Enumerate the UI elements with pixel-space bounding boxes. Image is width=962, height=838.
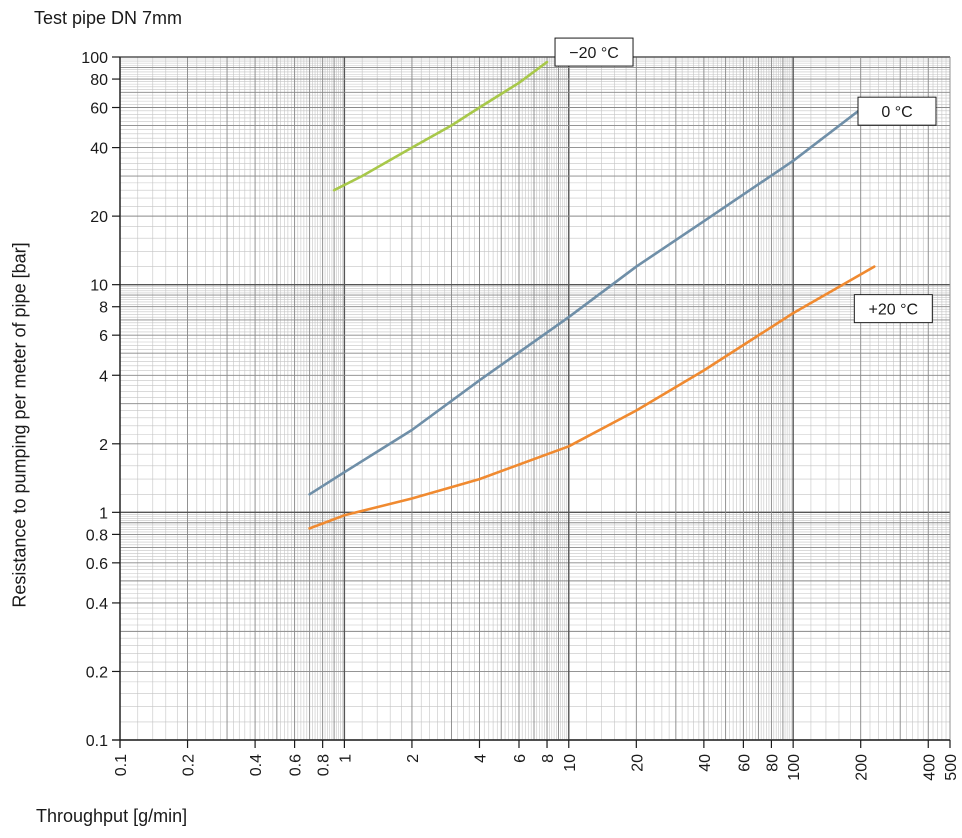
series-label-box (857, 96, 937, 126)
y-tick-label: 0.6 (86, 556, 108, 573)
x-tick-label: 80 (764, 754, 781, 772)
x-tick-label: 200 (854, 754, 871, 781)
x-tick-label: 0.4 (248, 754, 265, 776)
y-tick-label: 20 (90, 209, 108, 226)
x-tick-label: 10 (562, 754, 579, 772)
y-tick-label: 0.2 (86, 664, 108, 681)
series-label: +20 °C (853, 294, 933, 324)
x-tick-label: 500 (943, 754, 960, 781)
y-tick-label: 100 (81, 50, 108, 67)
y-tick-label: 1 (99, 505, 108, 522)
axes: 0.1 0.2 0.4 0.6 0.8 1 2 4 6 8 10 20 40 60 80 100 0.1 0.2 0… (81, 50, 960, 781)
series-line (332, 60, 549, 192)
x-tick-label: 4 (472, 754, 489, 763)
x-tick-label: 400 (921, 754, 938, 781)
series-labels: −20 °C 0 °C +20 °C (554, 37, 937, 324)
x-tick-label: 8 (540, 754, 557, 763)
series-label: −20 °C (554, 37, 634, 67)
x-tick-label: 100 (786, 754, 803, 781)
series-label-text: 0 °C (881, 104, 912, 121)
series-label-text: −20 °C (569, 45, 619, 62)
x-tick-label: 20 (629, 754, 646, 772)
minor-grid (119, 56, 951, 741)
x-tick-label: 40 (697, 754, 714, 772)
y-tick-label: 6 (99, 328, 108, 345)
x-tick-label: 0.6 (288, 754, 305, 776)
x-axis-label: Throughput [g/min] (36, 806, 188, 826)
chart-title: Test pipe DN 7mm (34, 8, 183, 28)
major-grid (119, 56, 951, 741)
y-tick-label: 10 (90, 278, 108, 295)
x-tick-label: 1 (337, 754, 354, 763)
x-tick-label: 0.8 (316, 754, 333, 776)
series-label-box (853, 294, 933, 324)
x-tick-label: 60 (736, 754, 753, 772)
y-tick-label: 4 (99, 368, 108, 385)
x-tick-label: 2 (405, 754, 422, 763)
y-tick-label: 0.1 (86, 733, 108, 750)
x-tick-label: 0.2 (181, 754, 198, 776)
y-tick-label: 0.8 (86, 527, 108, 544)
series-line (308, 107, 862, 496)
y-tick-label: 40 (90, 141, 108, 158)
x-tick-label: 0.1 (113, 754, 130, 776)
y-tick-label: 8 (99, 300, 108, 317)
series-lines (308, 60, 876, 530)
series-label-box (554, 37, 634, 67)
series-label: 0 °C (857, 96, 937, 126)
y-tick-label: 80 (90, 72, 108, 89)
series-label-text: +20 °C (869, 302, 919, 319)
y-tick-label: 0.4 (86, 596, 108, 613)
series-line (308, 265, 876, 530)
x-tick-label: 6 (512, 754, 529, 763)
y-tick-label: 60 (90, 101, 108, 118)
y-tick-label: 2 (99, 437, 108, 454)
